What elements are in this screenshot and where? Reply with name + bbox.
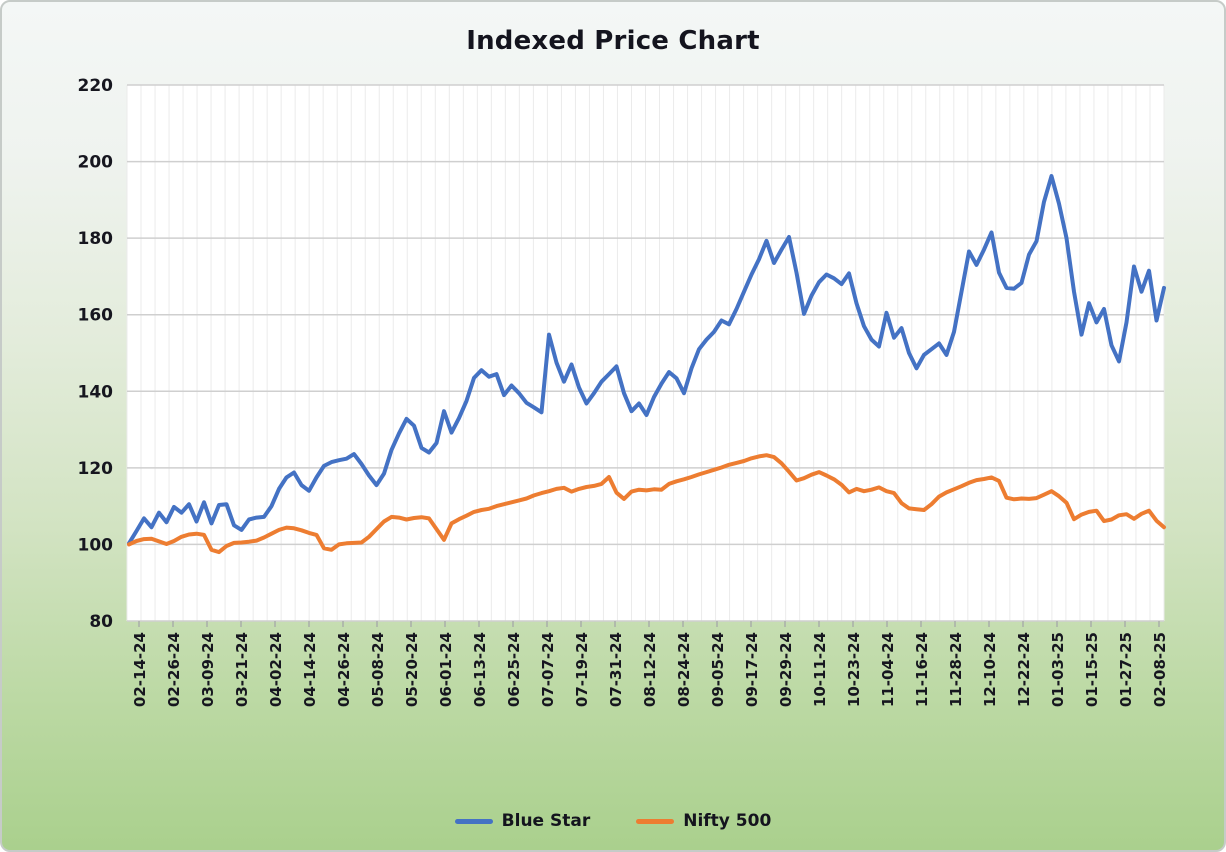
x-axis-tick-label: 07-07-24 [539,632,557,707]
legend-label-blue-star: Blue Star [501,811,591,831]
series-line-blue-star [127,174,1166,546]
x-axis-tick-label: 03-21-24 [233,632,251,707]
y-axis-tick-label: 120 [78,459,114,479]
x-axis-tick-label: 08-12-24 [641,632,659,707]
chart-legend: Blue Star Nifty 500 [2,801,1224,841]
y-axis-tick-label: 80 [89,612,113,632]
x-axis-tick-label: 11-16-24 [913,632,931,707]
x-axis-tick-label: 04-02-24 [267,632,285,707]
x-axis-tick-label: 12-22-24 [1015,632,1033,707]
legend-item-blue-star[interactable]: Blue Star [454,811,591,831]
x-axis-tick-label: 05-08-24 [369,632,387,707]
x-axis-tick-label: 12-10-24 [981,632,999,707]
x-axis-tick-label: 11-04-24 [879,632,897,707]
y-axis-tick-label: 140 [78,382,114,402]
x-axis-tick-label: 02-14-24 [131,632,149,707]
nifty-500-line-swatch [636,818,675,824]
x-axis-tick-label: 09-05-24 [709,632,727,707]
x-axis-tick-label: 01-03-25 [1049,632,1067,707]
legend-label-nifty-500: Nifty 500 [683,811,772,831]
y-axis-tick-label: 200 [78,153,114,173]
x-axis-tick-label: 01-27-25 [1117,632,1135,707]
y-axis-tick-label: 160 [78,306,114,326]
x-axis-tick-label: 11-28-24 [947,632,965,707]
blue-star-line-swatch [454,818,493,824]
x-axis-tick-label: 06-01-24 [437,632,455,707]
x-axis-tick-label: 07-31-24 [607,632,625,707]
x-axis-tick-label: 03-09-24 [199,632,217,707]
x-axis-tick-label: 09-29-24 [777,632,795,707]
x-axis-tick-label: 10-11-24 [811,632,829,707]
x-axis-tick-label: 06-25-24 [505,632,523,707]
x-axis-tick-label: 06-13-24 [471,632,489,707]
x-axis-tick-label: 04-14-24 [301,632,319,707]
y-axis-tick-label: 100 [78,535,114,555]
x-axis-tick-label: 05-20-24 [403,632,421,707]
x-axis-tick-label: 02-26-24 [165,632,183,707]
x-axis-tick-label: 07-19-24 [573,632,591,707]
x-axis-tick-label: 01-15-25 [1083,632,1101,707]
y-axis-tick-label: 220 [78,76,114,96]
x-axis-tick-label: 02-08-25 [1151,632,1169,707]
x-axis-tick-label: 08-24-24 [675,632,693,707]
legend-item-nifty-500[interactable]: Nifty 500 [636,811,771,831]
x-axis-tick-label: 04-26-24 [335,632,353,707]
x-axis-tick-label: 09-17-24 [743,632,761,707]
y-axis-tick-label: 180 [78,229,114,249]
chart-title: Indexed Price Chart [466,26,760,56]
series-line-nifty-500 [127,453,1166,555]
x-axis-tick-label: 10-23-24 [845,632,863,707]
